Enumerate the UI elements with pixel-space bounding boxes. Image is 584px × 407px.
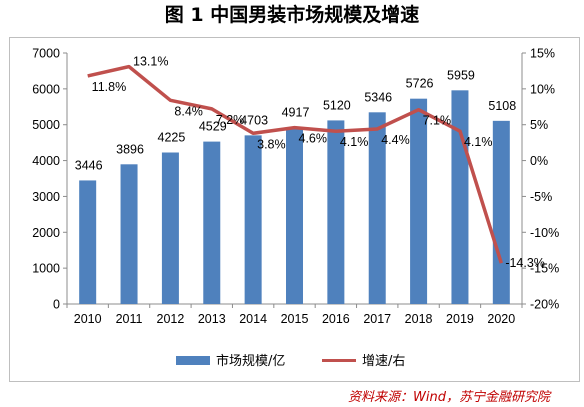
y-right-tick-label: -10% <box>530 226 559 240</box>
y-right-tick-label: 5% <box>530 118 548 132</box>
y-left-tick-label: 4000 <box>32 154 60 168</box>
legend-swatch-bars <box>176 356 210 365</box>
bar <box>451 90 469 304</box>
line-data-label: 7.2% <box>216 113 245 127</box>
line-data-label: 4.6% <box>299 132 328 146</box>
page-title: 图 1 中国男装市场规模及增速 <box>164 4 420 26</box>
legend-label-bars: 市场规模/亿 <box>216 353 285 369</box>
line-data-label: 7.1% <box>423 114 452 128</box>
y-left-tick-label: 0 <box>53 298 60 312</box>
bar-data-label: 5108 <box>488 99 516 113</box>
x-tick-label: 2016 <box>322 312 350 326</box>
x-tick-label: 2015 <box>281 312 309 326</box>
bar <box>327 120 345 304</box>
x-tick-label: 2011 <box>116 312 143 326</box>
x-tick-label: 2012 <box>157 312 185 326</box>
bar <box>120 164 138 304</box>
legend: 市场规模/亿 增速/右 <box>176 353 405 369</box>
y-left-tick-label: 2000 <box>32 226 60 240</box>
y-right-tick-label: 15% <box>530 47 555 61</box>
x-tick-label: 2014 <box>239 312 267 326</box>
line-data-label: 4.1% <box>340 135 369 149</box>
y-right-tick-label: 10% <box>530 82 555 96</box>
y-right-tick-label: -15% <box>530 262 559 276</box>
x-tick-label: 2013 <box>198 312 226 326</box>
bar-data-label: 5726 <box>406 77 434 91</box>
bar <box>79 180 97 304</box>
line-data-label: 4.1% <box>464 135 493 149</box>
bar-series <box>79 90 510 305</box>
line-data-label: -14.3% <box>505 256 545 270</box>
y-left-tick-label: 3000 <box>32 190 60 204</box>
chart-area: 0 1000 2000 3000 4000 5000 6000 7000 -20% -15% -10… <box>9 37 580 382</box>
y-left-tick-label: 1000 <box>32 262 60 276</box>
bar <box>244 135 262 304</box>
bar-data-label: 4917 <box>282 106 310 120</box>
bar-data-label: 4529 <box>199 120 227 134</box>
bar-data-label: 5346 <box>364 90 392 104</box>
y-left-tick-label: 7000 <box>32 47 60 61</box>
line-data-label: 4.4% <box>381 133 410 147</box>
x-tick-label: 2017 <box>363 312 391 326</box>
bar-data-label: 5120 <box>323 98 351 112</box>
bar-data-label: 3896 <box>116 142 144 156</box>
line-data-label: 11.8% <box>92 80 127 94</box>
bar <box>286 127 303 304</box>
bar <box>161 152 179 304</box>
line-series <box>87 64 503 264</box>
bar <box>410 98 428 304</box>
bar-data-label: 4225 <box>158 131 186 145</box>
line-data-label: 13.1% <box>133 55 168 69</box>
bar <box>492 120 510 305</box>
combo-chart: 0 1000 2000 3000 4000 5000 6000 7000 -20% -15% -10… <box>32 47 559 370</box>
bar-labels: 3446 3896 4225 4529 4703 4917 5120 5346 5726 5959… <box>75 68 516 172</box>
legend-label-line: 增速/右 <box>362 354 405 369</box>
axes: 0 1000 2000 3000 4000 5000 6000 7000 -20% -15% -10… <box>32 47 559 327</box>
y-right-tick-label: 0% <box>530 154 548 168</box>
bar <box>368 112 386 305</box>
x-tick-label: 2020 <box>487 312 515 326</box>
line-data-label: 3.8% <box>257 137 286 151</box>
x-tick-label: 2019 <box>446 312 474 326</box>
source-note: 资料来源：Wind，苏宁金融研究院 <box>348 390 550 405</box>
bar-data-label: 4703 <box>240 113 268 127</box>
y-left-tick-label: 5000 <box>32 118 60 132</box>
x-tick-label: 2010 <box>74 312 102 326</box>
y-right-tick-label: -5% <box>530 190 552 204</box>
x-tick-label: 2018 <box>405 312 433 326</box>
bar-data-label: 3446 <box>75 158 103 172</box>
bar-data-label: 5959 <box>447 68 475 82</box>
line-labels: 11.8% 13.1% 8.4% 7.2% 3.8% 4.6% 4.1% 4.4% 7.1% 4.… <box>92 55 545 270</box>
y-right-tick-label: -20% <box>530 298 559 312</box>
y-left-tick-label: 6000 <box>32 82 60 96</box>
bar <box>203 141 221 304</box>
line-data-label: 8.4% <box>174 104 203 118</box>
